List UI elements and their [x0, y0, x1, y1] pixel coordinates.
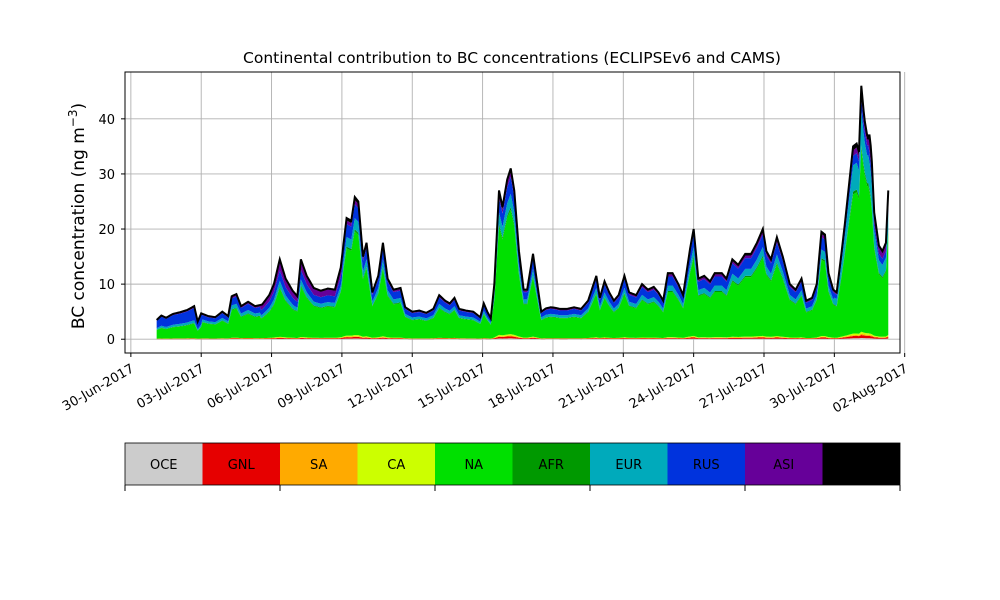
legend-swatch-aus: [822, 443, 900, 485]
y-tick-label: 10: [98, 278, 115, 293]
legend-label-aus: AUS: [848, 458, 875, 473]
x-tick-label: 15-Jul-2017: [416, 361, 489, 412]
legend-label-rus: RUS: [693, 458, 720, 473]
total-outline: [155, 85, 890, 325]
legend-swatch-asi: [745, 443, 823, 485]
legend-swatch-oce: [125, 443, 203, 485]
axes: 0 10 20 30 40 30-Jun-201703-Jul-201706-Jul-20…: [60, 71, 911, 417]
legend-swatch-na: [435, 443, 513, 485]
chart-title: Continental contribution to BC concentra…: [243, 49, 781, 67]
plot-frame: [124, 71, 901, 354]
x-tick-label: 03-Jul-2017: [134, 361, 207, 412]
legend-label-oce: OCE: [150, 458, 178, 473]
legend-swatch-eur: [590, 443, 668, 485]
legend-label-sa: SA: [310, 458, 327, 473]
area-ca: [156, 331, 889, 339]
y-tick-label: 20: [98, 223, 115, 238]
legend-label-gnl: GNL: [228, 458, 256, 473]
y-tick-label: 30: [98, 168, 115, 183]
legend-swatch-sa: [280, 443, 358, 485]
area-na: [156, 148, 889, 339]
legend-swatch-rus: [667, 443, 745, 485]
x-tick-label: 30-Jul-2017: [768, 361, 841, 412]
area-sa: [156, 333, 889, 339]
x-tick-label: 21-Jul-2017: [556, 361, 629, 412]
legend-swatch-ca: [357, 443, 435, 485]
legend-label-eur: EUR: [615, 458, 642, 473]
x-tick-label: 09-Jul-2017: [275, 361, 348, 412]
y-tick-label: 40: [98, 113, 115, 128]
area-gnl: [156, 335, 889, 340]
legend-label-asi: ASI: [773, 458, 794, 473]
legend-colorbar: OCE GNL SA CA NA AFR EUR RUS ASI AUS: [124, 442, 901, 491]
legend-swatch-afr: [512, 443, 590, 485]
area-oce: [156, 337, 889, 340]
x-tick-label: 24-Jul-2017: [627, 361, 700, 412]
legend-frame: [124, 442, 901, 486]
x-tick-label: 12-Jul-2017: [345, 361, 418, 412]
legend-label-ca: CA: [387, 458, 405, 473]
y-tick-label: 0: [107, 333, 115, 348]
x-tick-label: 18-Jul-2017: [486, 361, 559, 412]
x-tick-label: 27-Jul-2017: [697, 361, 770, 412]
x-tick-label: 06-Jul-2017: [205, 361, 278, 412]
x-tick-label: 30-Jun-2017: [60, 361, 137, 414]
x-tick-label: 02-Aug-2017: [830, 361, 910, 416]
legend-label-afr: AFR: [539, 458, 564, 473]
legend-label-na: NA: [464, 458, 483, 473]
legend-swatch-gnl: [202, 443, 280, 485]
y-axis-label: BC concentration (ng m−3): [66, 103, 89, 329]
stacked-areas: [155, 85, 890, 340]
